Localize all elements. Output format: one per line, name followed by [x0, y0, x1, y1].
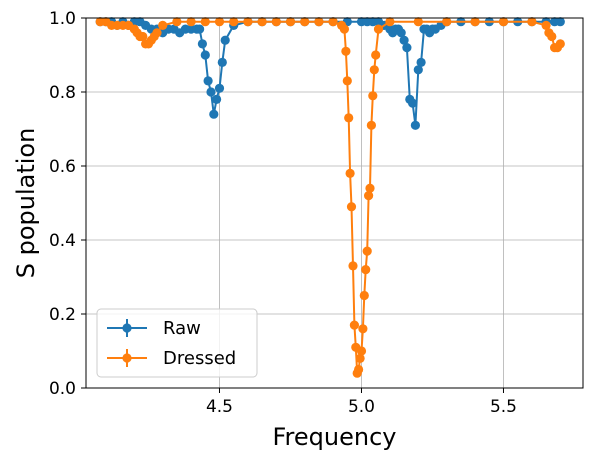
y-tick-label: 0.8	[49, 83, 76, 103]
data-point	[158, 21, 167, 30]
data-point	[152, 28, 161, 37]
data-point	[411, 121, 420, 130]
x-tick-label: 4.5	[206, 397, 233, 417]
data-point	[201, 50, 210, 59]
data-point	[348, 261, 357, 270]
data-point	[370, 65, 379, 74]
legend-label: Dressed	[163, 348, 236, 369]
data-point	[341, 47, 350, 56]
data-point	[346, 169, 355, 178]
data-point	[547, 32, 556, 41]
data-point	[360, 291, 369, 300]
y-tick-label: 0.2	[49, 305, 76, 325]
data-point	[204, 76, 213, 85]
data-point	[417, 58, 426, 67]
data-point	[368, 91, 377, 100]
x-tick-label: 5.5	[490, 397, 517, 417]
data-point	[343, 76, 352, 85]
legend-label: Raw	[163, 318, 201, 339]
y-tick-label: 0.0	[49, 379, 76, 399]
data-point	[361, 265, 370, 274]
y-tick-label: 0.6	[49, 157, 76, 177]
data-point	[347, 202, 356, 211]
y-tick-label: 0.4	[49, 231, 76, 251]
data-point	[344, 113, 353, 122]
data-point	[340, 25, 349, 34]
legend-marker	[122, 353, 131, 362]
data-point	[357, 346, 366, 355]
data-point	[374, 25, 383, 34]
y-axis-title: S population	[12, 128, 40, 279]
data-point	[371, 50, 380, 59]
data-point	[367, 121, 376, 130]
x-tick-label: 5.0	[348, 397, 375, 417]
data-point	[354, 365, 363, 374]
data-point	[363, 247, 372, 256]
data-point	[408, 99, 417, 108]
data-point	[358, 324, 367, 333]
data-point	[402, 43, 411, 52]
legend-entry: Dressed	[107, 348, 236, 369]
data-point	[350, 321, 359, 330]
data-point	[365, 184, 374, 193]
data-point	[195, 25, 204, 34]
data-point	[209, 110, 218, 119]
data-point	[206, 87, 215, 96]
x-axis-title: Frequency	[273, 423, 397, 451]
y-tick-label: 1.0	[49, 9, 76, 29]
data-point	[218, 58, 227, 67]
legend-marker	[122, 323, 131, 332]
data-point	[198, 39, 207, 48]
data-point	[221, 36, 230, 45]
series-raw	[96, 17, 565, 130]
data-point	[215, 84, 224, 93]
data-point	[556, 39, 565, 48]
data-point	[212, 95, 221, 104]
legend: Raw Dressed	[97, 309, 257, 377]
series-line	[100, 22, 560, 126]
